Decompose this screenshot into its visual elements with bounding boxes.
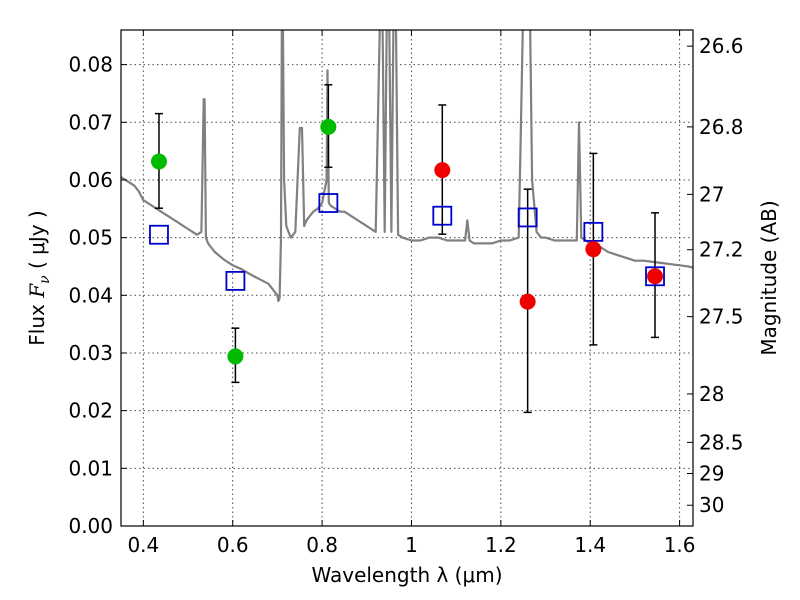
magnitude-tick-label: 28.5 — [699, 430, 744, 454]
y-tick-label: 0.02 — [68, 399, 113, 423]
model-spectrum — [121, 30, 693, 303]
y-tick-label: 0.08 — [68, 53, 113, 77]
y-tick-label: 0.03 — [68, 341, 113, 365]
x-tick-label: 1.6 — [664, 533, 696, 557]
model-square — [432, 205, 453, 226]
x-tick-label: 1.2 — [485, 533, 517, 557]
model-square — [583, 221, 604, 242]
magnitude-tick-label: 26.6 — [699, 34, 744, 58]
model-square — [225, 270, 246, 291]
magnitude-tick-label: 27 — [699, 182, 724, 206]
axis-ticks — [121, 30, 693, 527]
green-data-point — [320, 118, 337, 135]
red-data-point — [647, 268, 664, 285]
x-tick-label: 1.4 — [574, 533, 606, 557]
magnitude-tick-label: 27.5 — [699, 305, 744, 329]
x-tick-labels: 0.4 0.6 0.8 1 1.2 1.4 1.6 — [127, 533, 695, 557]
observed-photometry-points — [150, 118, 664, 365]
y-axis-label-prefix: Flux — [25, 298, 49, 346]
model-square — [645, 266, 665, 287]
model-square — [517, 207, 538, 228]
magnitude-tick-label: 29 — [699, 462, 724, 486]
y-tick-label: 0.06 — [68, 168, 113, 192]
y-axis-label: Flux Fν ( μJy ) — [25, 210, 53, 345]
green-data-point — [150, 153, 167, 170]
plot-frame — [120, 29, 694, 527]
magnitude-tick-labels: 26.6 26.8 27 27.2 27.5 28 28.5 29 30 — [699, 34, 744, 517]
magnitude-tick-label: 28 — [699, 382, 724, 406]
spectrum-line — [121, 30, 693, 303]
x-tick-label: 0.4 — [127, 533, 159, 557]
red-data-point — [585, 241, 602, 258]
y-tick-label: 0.05 — [68, 226, 113, 250]
y-tick-label: 0.07 — [68, 110, 113, 134]
x-tick-label: 0.6 — [217, 533, 249, 557]
red-data-point — [519, 293, 536, 310]
model-photometry-squares — [149, 193, 665, 291]
y-tick-label: 0.01 — [68, 456, 113, 480]
y-tick-label: 0.00 — [68, 514, 113, 538]
red-data-point — [434, 162, 451, 179]
right-axis-label: Magnitude (AB) — [757, 200, 781, 355]
magnitude-tick-label: 30 — [699, 493, 724, 517]
y-tick-label: 0.04 — [68, 283, 113, 307]
magnitude-tick-label: 26.8 — [699, 115, 744, 139]
y-axis-label-subscript: ν — [37, 275, 53, 284]
green-data-point — [227, 348, 244, 365]
y-axis-label-variable: F — [25, 283, 49, 299]
y-tick-labels: 0.00 0.01 0.02 0.03 0.04 0.05 0.06 0.07 0.08 — [68, 53, 113, 538]
x-tick-label: 0.8 — [306, 533, 338, 557]
model-square — [149, 224, 169, 245]
model-square — [318, 193, 339, 213]
x-axis-label: Wavelength λ (μm) — [311, 563, 502, 587]
x-tick-label: 1 — [405, 533, 418, 557]
magnitude-tick-label: 27.2 — [699, 238, 744, 262]
y-axis-label-unit: ( μJy ) — [25, 210, 49, 275]
